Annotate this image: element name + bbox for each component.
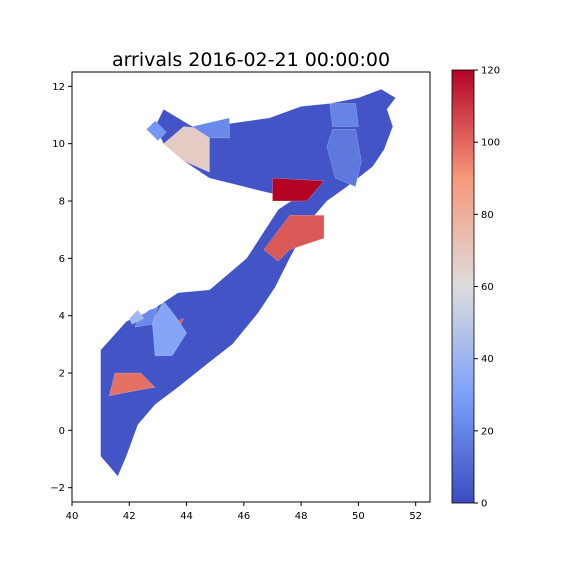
colorbar-tick-label: 60 [481, 282, 494, 293]
x-tick-label: 42 [123, 511, 136, 522]
y-tick-label: 8 [59, 197, 65, 208]
colorbar [451, 69, 475, 504]
map-region-2 [263, 215, 325, 262]
y-tick-label: 6 [59, 254, 65, 265]
axes-frame [71, 71, 431, 503]
map-region-8 [326, 129, 362, 187]
colorbar-tick-label: 120 [481, 66, 500, 77]
y-tick-label: 10 [52, 139, 65, 150]
y-axis: −2 0 2 4 6 8 10 12 [50, 82, 72, 494]
colorbar-tick-label: 0 [481, 499, 487, 510]
map-region-6 [191, 117, 230, 139]
x-tick-label: 50 [352, 511, 365, 522]
x-axis: 40 42 44 46 48 50 52 [66, 502, 422, 522]
chart-title: arrivals 2016-02-21 00:00:00 [112, 49, 390, 71]
x-tick-label: 48 [295, 511, 308, 522]
colorbar-tick-label: 40 [481, 354, 494, 365]
x-tick-label: 40 [66, 511, 79, 522]
map-region-10 [152, 300, 187, 356]
y-tick-label: 0 [59, 426, 65, 437]
y-tick-label: 2 [59, 369, 65, 380]
map-region-7 [329, 103, 359, 127]
map-region-12 [129, 309, 144, 325]
map-regions [100, 89, 396, 477]
x-tick-label: 52 [409, 511, 422, 522]
x-tick-label: 46 [237, 511, 250, 522]
y-tick-label: 12 [52, 82, 65, 93]
y-tick-label: 4 [59, 311, 65, 322]
map-region-1 [272, 177, 325, 202]
x-tick-label: 44 [180, 511, 193, 522]
colorbar-axis: 0 20 40 60 80 100 120 [474, 66, 500, 510]
colorbar-tick-label: 80 [481, 210, 494, 221]
colorbar-tick-label: 100 [481, 138, 500, 149]
y-tick-label: −2 [50, 483, 65, 494]
map-region-4 [108, 372, 156, 397]
colorbar-tick-label: 20 [481, 426, 494, 437]
map-region-9 [146, 120, 167, 142]
